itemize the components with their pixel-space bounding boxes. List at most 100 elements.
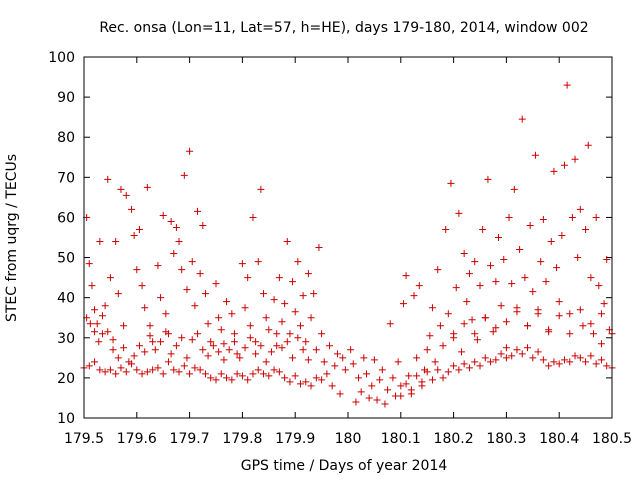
data-point: [508, 352, 516, 360]
data-point: [370, 356, 378, 364]
data-point: [135, 342, 143, 350]
data-point: [339, 354, 347, 362]
data-point: [558, 231, 566, 239]
data-point: [260, 370, 268, 378]
data-point: [283, 238, 291, 246]
data-point: [397, 392, 405, 400]
data-point: [267, 348, 275, 356]
data-point: [307, 314, 315, 322]
data-point: [233, 350, 241, 358]
data-point: [434, 266, 442, 274]
data-point: [98, 312, 106, 320]
data-point: [476, 282, 484, 290]
data-point: [238, 372, 246, 380]
data-point: [104, 175, 112, 183]
data-point: [590, 330, 598, 338]
data-point: [188, 258, 196, 266]
data-point: [436, 322, 444, 330]
data-point: [516, 246, 524, 254]
data-point: [106, 366, 114, 374]
x-tick-label: 180.4: [539, 431, 579, 447]
data-point: [579, 322, 587, 330]
data-point: [167, 350, 175, 358]
data-point: [120, 344, 128, 352]
data-point: [141, 348, 149, 356]
data-point: [389, 374, 397, 382]
data-point: [428, 376, 436, 384]
data-point: [458, 348, 466, 356]
data-point: [529, 354, 537, 362]
data-point: [299, 292, 307, 300]
x-axis-label: GPS time / Days of year 2014: [241, 458, 448, 474]
x-tick-label: 180.3: [486, 431, 526, 447]
data-point: [223, 374, 231, 382]
data-point: [479, 225, 487, 233]
data-point: [587, 352, 595, 360]
data-point: [220, 340, 228, 348]
data-point: [526, 221, 534, 229]
data-point: [96, 238, 104, 246]
data-point: [212, 280, 220, 288]
data-point: [194, 330, 202, 338]
y-tick-label: 30: [57, 331, 75, 347]
chart-title: Rec. onsa (Lon=11, Lat=57, h=HE), days 1…: [99, 20, 588, 36]
data-point: [307, 382, 315, 390]
data-point: [524, 322, 532, 330]
data-point: [597, 356, 605, 364]
data-point: [262, 358, 270, 366]
data-point: [442, 225, 450, 233]
data-point: [230, 338, 238, 346]
data-point: [315, 244, 323, 252]
x-tick-label: 179.9: [275, 431, 315, 447]
data-point: [294, 258, 302, 266]
data-point: [560, 356, 568, 364]
data-point: [286, 330, 294, 338]
data-point: [336, 390, 344, 398]
data-point: [199, 221, 207, 229]
data-point: [159, 211, 167, 219]
data-point: [471, 330, 479, 338]
data-point: [130, 231, 138, 239]
data-point: [545, 362, 553, 370]
data-point: [162, 328, 170, 336]
data-point: [326, 342, 334, 350]
data-point: [291, 308, 299, 316]
data-point: [289, 354, 297, 362]
data-point: [349, 360, 357, 368]
data-point: [273, 342, 281, 350]
data-point: [217, 370, 225, 378]
data-point: [146, 332, 154, 340]
data-point: [413, 372, 421, 380]
data-point: [296, 322, 304, 330]
data-point: [394, 358, 402, 366]
data-point: [281, 374, 289, 382]
data-point: [576, 205, 584, 213]
data-point: [566, 310, 574, 318]
data-point: [500, 256, 508, 264]
data-point: [101, 302, 109, 310]
data-point: [402, 380, 410, 388]
data-point: [505, 213, 513, 221]
data-point: [320, 358, 328, 366]
data-point: [296, 380, 304, 388]
data-point: [423, 346, 431, 354]
data-point: [157, 294, 165, 302]
data-point: [545, 326, 553, 334]
data-point: [555, 312, 563, 320]
data-point: [513, 346, 521, 354]
data-point: [212, 376, 220, 384]
data-point: [170, 366, 178, 374]
data-point: [310, 290, 318, 298]
data-point: [117, 364, 125, 372]
data-point: [542, 278, 550, 286]
data-point: [439, 374, 447, 382]
data-point: [531, 151, 539, 159]
data-point: [563, 81, 571, 89]
data-point: [566, 358, 574, 366]
data-points: [80, 81, 616, 408]
data-point: [175, 238, 183, 246]
data-point: [183, 354, 191, 362]
data-point: [157, 338, 165, 346]
data-point: [209, 342, 217, 350]
